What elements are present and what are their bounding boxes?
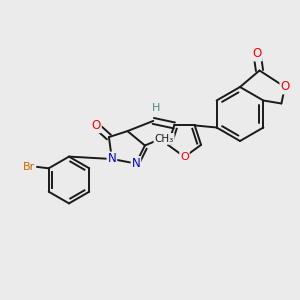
Text: Br: Br [23,162,35,172]
Text: O: O [180,152,189,162]
Text: O: O [92,119,101,132]
Text: N: N [131,157,140,170]
Text: N: N [107,152,116,166]
Text: H: H [152,103,160,113]
Text: O: O [280,80,290,94]
Text: CH₃: CH₃ [154,134,174,144]
Text: O: O [253,47,262,61]
